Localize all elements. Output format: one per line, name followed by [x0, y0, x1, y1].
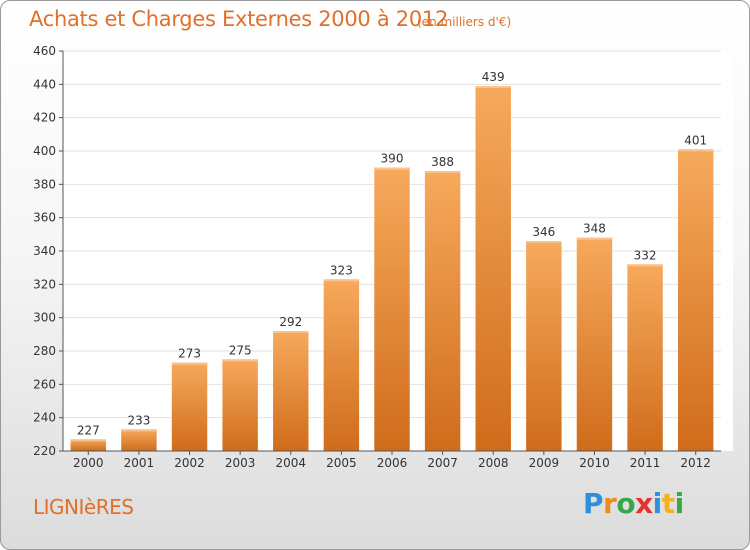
bar-highlight	[323, 279, 360, 282]
value-label: 275	[229, 343, 252, 357]
x-tick-label: 2004	[275, 456, 306, 470]
value-label: 227	[77, 423, 100, 437]
bar-2000	[70, 439, 107, 451]
x-tick-label: 2012	[680, 456, 711, 470]
y-tick-label: 400	[33, 144, 56, 158]
x-tick-label: 2000	[73, 456, 104, 470]
x-tick-label: 2005	[326, 456, 357, 470]
bar-highlight	[374, 167, 410, 170]
y-tick-label: 360	[33, 211, 56, 225]
bar-2010	[576, 237, 613, 451]
bar-highlight	[273, 331, 309, 333]
bar-highlight	[70, 439, 107, 442]
logo-letter: i	[652, 487, 663, 520]
bar-2011	[627, 264, 663, 451]
x-tick-label: 2006	[377, 456, 408, 470]
value-label: 323	[330, 263, 353, 277]
logo-letter: o	[616, 487, 636, 520]
bar-highlight	[171, 362, 208, 365]
x-tick-label: 2010	[579, 456, 610, 470]
bar-2007	[424, 171, 461, 451]
value-label: 348	[583, 222, 606, 236]
x-tick-label: 2001	[124, 456, 155, 470]
y-tick-label: 340	[33, 244, 56, 258]
bar-highlight	[526, 241, 562, 243]
y-tick-label: 260	[33, 377, 56, 391]
value-label: 388	[431, 155, 454, 169]
chart-title: Achats et Charges Externes 2000 à 2012	[29, 7, 449, 31]
y-tick-label: 240	[33, 411, 56, 425]
logo-letter: P	[583, 487, 604, 520]
proxiti-logo: Proxiti	[583, 487, 684, 520]
x-tick-label: 2003	[225, 456, 256, 470]
bar-highlight	[475, 86, 511, 88]
y-tick-label: 420	[33, 111, 56, 125]
bar-highlight	[424, 171, 461, 173]
y-tick-label: 440	[33, 77, 56, 91]
value-label: 401	[684, 133, 707, 147]
bar-highlight	[222, 359, 258, 362]
x-tick-label: 2007	[427, 456, 458, 470]
bar-2005	[323, 279, 360, 451]
value-label: 390	[381, 152, 404, 166]
y-tick-label: 300	[33, 311, 56, 325]
bar-2006	[374, 167, 410, 451]
y-tick-label: 380	[33, 177, 56, 191]
y-tick-label: 320	[33, 277, 56, 291]
logo-letter: x	[635, 487, 653, 520]
value-label: 233	[127, 413, 150, 427]
y-tick-label: 220	[33, 444, 56, 458]
x-tick-label: 2002	[174, 456, 205, 470]
logo-letter: t	[661, 487, 675, 520]
value-label: 332	[634, 248, 657, 262]
value-label: 346	[532, 225, 555, 239]
bar-2008	[475, 86, 511, 451]
bar-highlight	[677, 149, 714, 152]
value-label: 292	[279, 315, 302, 329]
logo-letter: r	[603, 487, 617, 520]
x-tick-label: 2008	[478, 456, 509, 470]
bar-2009	[526, 241, 562, 451]
value-label: 439	[482, 70, 505, 84]
bar-2002	[171, 362, 208, 451]
logo-letter: i	[674, 487, 685, 520]
bar-2003	[222, 359, 258, 451]
chart-subtitle: (en milliers d'€)	[417, 15, 512, 29]
bar-2001	[121, 429, 157, 451]
y-tick-label: 460	[33, 44, 56, 58]
x-tick-label: 2011	[630, 456, 661, 470]
town-name: LIGNIèRES	[33, 495, 134, 519]
value-label: 273	[178, 347, 201, 361]
bar-2012	[677, 149, 714, 452]
bar-highlight	[576, 237, 613, 240]
x-tick-label: 2009	[529, 456, 560, 470]
bar-highlight	[627, 264, 663, 267]
bar-2004	[273, 331, 309, 451]
bar-highlight	[121, 429, 157, 432]
y-tick-label: 280	[33, 344, 56, 358]
